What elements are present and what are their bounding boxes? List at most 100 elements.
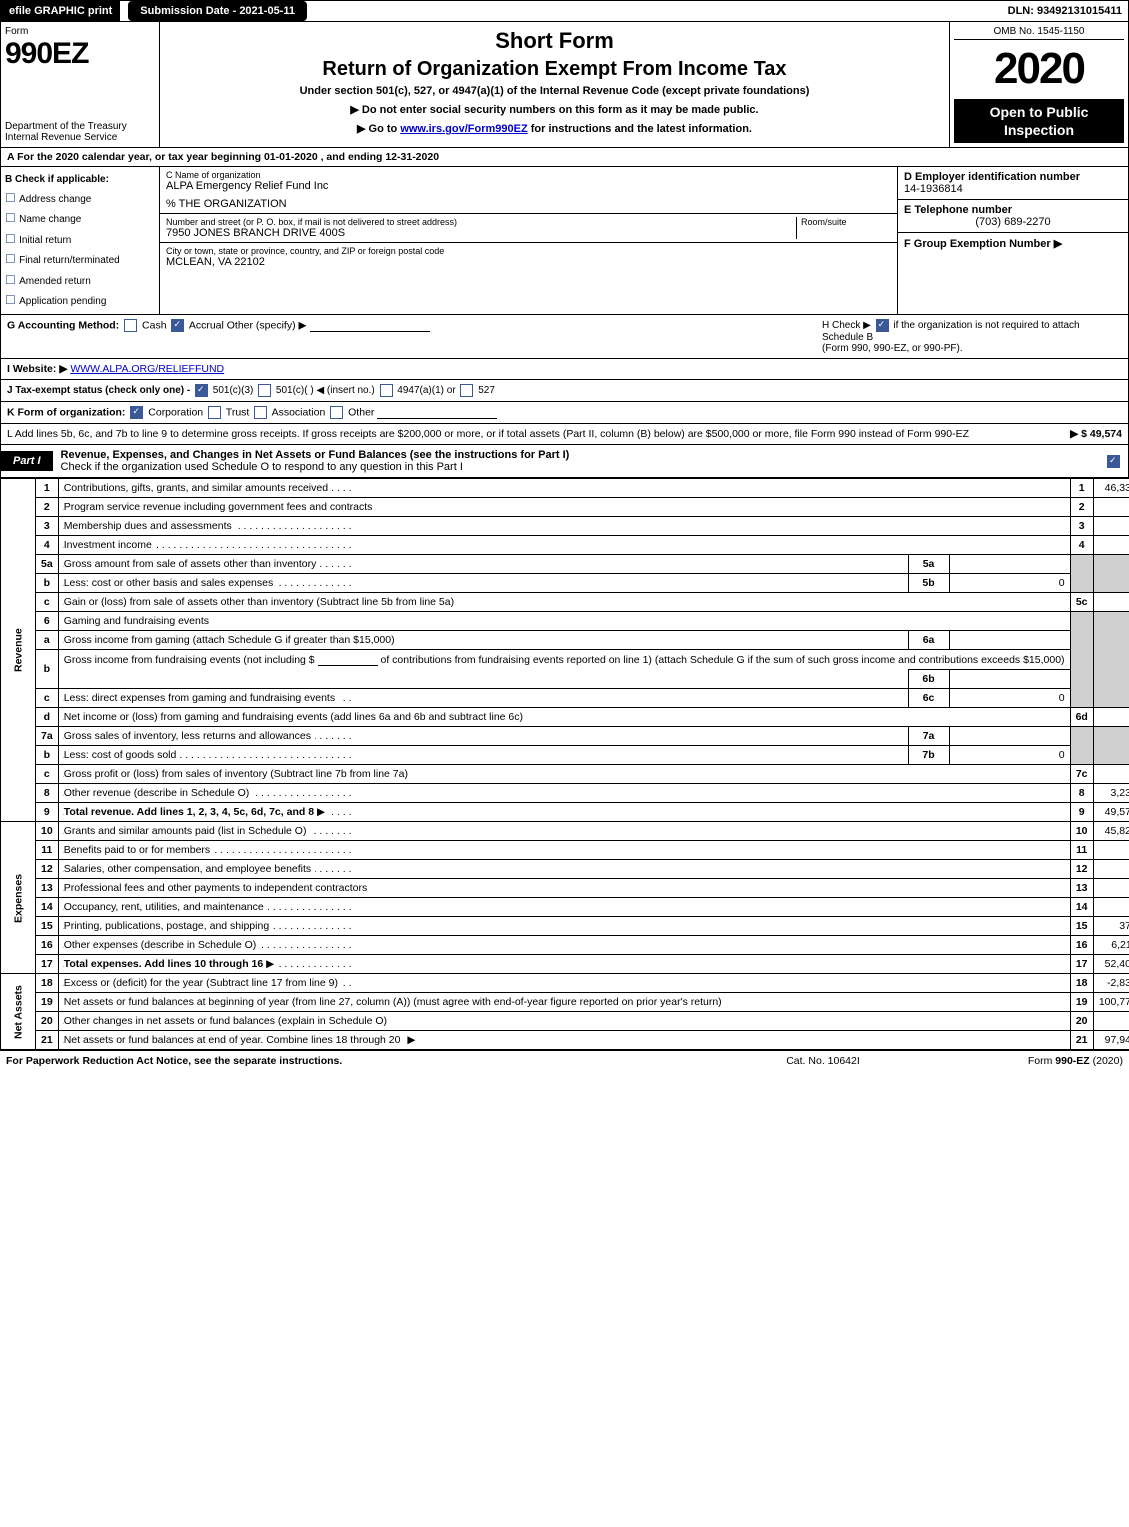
website-link[interactable]: WWW.ALPA.ORG/RELIEFFUND [70, 363, 224, 375]
chk-cash[interactable] [124, 319, 137, 332]
chk-corp[interactable] [130, 406, 143, 419]
efile-label[interactable]: efile GRAPHIC print [1, 1, 120, 21]
k-other-blank[interactable] [377, 406, 497, 419]
ln-21: 21 [36, 1031, 59, 1050]
nc-20: 20 [1070, 1012, 1093, 1031]
d-6d: Net income or (loss) from gaming and fun… [64, 711, 527, 723]
k-trust: Trust [226, 407, 250, 419]
chk-name[interactable]: Name change [5, 208, 155, 228]
street: 7950 JONES BRANCH DRIVE 400S [166, 227, 796, 239]
chk-527[interactable] [460, 384, 473, 397]
ln-6b: b [36, 650, 59, 689]
row-k: K Form of organization: Corporation Trus… [0, 402, 1129, 424]
chk-initial[interactable]: Initial return [5, 229, 155, 249]
nc-14: 14 [1070, 898, 1093, 917]
d-6c: Less: direct expenses from gaming and fu… [64, 692, 339, 704]
v-15: 370 [1093, 917, 1129, 936]
lines-table: Revenue 1 Contributions, gifts, grants, … [0, 478, 1129, 1050]
chk-address[interactable]: Address change [5, 188, 155, 208]
city-label: City or town, state or province, country… [166, 246, 891, 256]
section-c: C Name of organization ALPA Emergency Re… [160, 167, 898, 314]
sv-6a [949, 631, 1070, 650]
chk-final[interactable]: Final return/terminated [5, 249, 155, 269]
d-6b-2: of contributions from fundraising events… [381, 654, 1065, 666]
ln-9: 9 [36, 803, 59, 822]
under-section: Under section 501(c), 527, or 4947(a)(1)… [168, 85, 941, 97]
chk-amended[interactable]: Amended return [5, 270, 155, 290]
v-13 [1093, 879, 1129, 898]
chk-part1-o[interactable] [1107, 455, 1120, 468]
b-label: B Check if applicable: [5, 171, 155, 188]
nc-5c: 5c [1070, 593, 1093, 612]
irs-link[interactable]: www.irs.gov/Form990EZ [400, 123, 527, 135]
h-line2: (Form 990, 990-EZ, or 990-PF). [822, 343, 963, 354]
l-amount: ▶ $ 49,574 [1070, 428, 1122, 440]
j-label: J Tax-exempt status (check only one) - [7, 385, 193, 396]
g-other-blank[interactable] [310, 319, 430, 332]
form-number: 990EZ [5, 37, 155, 71]
d-15: Printing, publications, postage, and shi… [64, 920, 273, 932]
ln-5a: 5a [36, 555, 59, 574]
chk-other[interactable] [330, 406, 343, 419]
nc-10: 10 [1070, 822, 1093, 841]
omb-number: OMB No. 1545-1150 [954, 26, 1124, 40]
sn-6a: 6a [908, 631, 949, 650]
chk-accrual[interactable] [171, 319, 184, 332]
sv-6b [949, 670, 1070, 689]
ln-10: 10 [36, 822, 59, 841]
ln-12: 12 [36, 860, 59, 879]
k-label: K Form of organization: [7, 407, 125, 419]
sv-7b: 0 [949, 746, 1070, 765]
nc-11: 11 [1070, 841, 1093, 860]
section-def: D Employer identification number 14-1936… [898, 167, 1128, 314]
dept-irs: Internal Revenue Service [5, 132, 155, 143]
chk-h[interactable] [876, 319, 889, 332]
chk-trust[interactable] [208, 406, 221, 419]
row-j: J Tax-exempt status (check only one) - 5… [0, 380, 1129, 402]
dln-label: DLN: 93492131015411 [1008, 5, 1128, 17]
footer: For Paperwork Reduction Act Notice, see … [0, 1050, 1129, 1071]
goto-post: for instructions and the latest informat… [531, 123, 752, 135]
f-label: F Group Exemption Number ▶ [904, 238, 1062, 250]
chk-501c[interactable] [258, 384, 271, 397]
d-5b: Less: cost or other basis and sales expe… [64, 577, 278, 589]
v-14 [1093, 898, 1129, 917]
nc-7c: 7c [1070, 765, 1093, 784]
d-10: Grants and similar amounts paid (list in… [64, 825, 311, 837]
v-18: -2,832 [1093, 974, 1129, 993]
chk-501c3[interactable] [195, 384, 208, 397]
nc-13: 13 [1070, 879, 1093, 898]
k-other: Other [348, 407, 374, 419]
ln-15: 15 [36, 917, 59, 936]
d-14: Occupancy, rent, utilities, and maintena… [64, 901, 268, 913]
form-header: Form 990EZ Department of the Treasury In… [0, 22, 1129, 148]
row-gh: G Accounting Method: Cash Accrual Other … [0, 315, 1129, 359]
v-7c: 0 [1093, 765, 1129, 784]
k-assoc: Association [272, 407, 326, 419]
v-1: 46,339 [1093, 479, 1129, 498]
notice-goto: ▶ Go to www.irs.gov/Form990EZ for instru… [168, 122, 941, 135]
ln-8: 8 [36, 784, 59, 803]
v-12: 0 [1093, 860, 1129, 879]
nc-2: 2 [1070, 498, 1093, 517]
g-other: Other (specify) ▶ [227, 320, 307, 332]
c-name-label: C Name of organization [166, 170, 891, 180]
chk-pending[interactable]: Application pending [5, 290, 155, 310]
v-21: 97,940 [1093, 1031, 1129, 1050]
phone: (703) 689-2270 [904, 216, 1122, 228]
chk-assoc[interactable] [254, 406, 267, 419]
ln-4: 4 [36, 536, 59, 555]
blank-6b[interactable] [318, 653, 378, 666]
row-l: L Add lines 5b, 6c, and 7b to line 9 to … [0, 424, 1129, 445]
chk-4947[interactable] [380, 384, 393, 397]
g-accrual: Accrual [189, 320, 224, 332]
ln-6a: a [36, 631, 59, 650]
top-bar: efile GRAPHIC print Submission Date - 20… [0, 0, 1129, 22]
g-cash: Cash [142, 320, 167, 332]
submission-date: Submission Date - 2021-05-11 [128, 1, 307, 21]
d-12: Salaries, other compensation, and employ… [64, 863, 315, 875]
goto-pre: ▶ Go to [357, 123, 400, 135]
header-right: OMB No. 1545-1150 2020 Open to Public In… [950, 22, 1128, 147]
h-pre: H Check ▶ [822, 320, 874, 331]
d-4: Investment income [64, 539, 156, 551]
